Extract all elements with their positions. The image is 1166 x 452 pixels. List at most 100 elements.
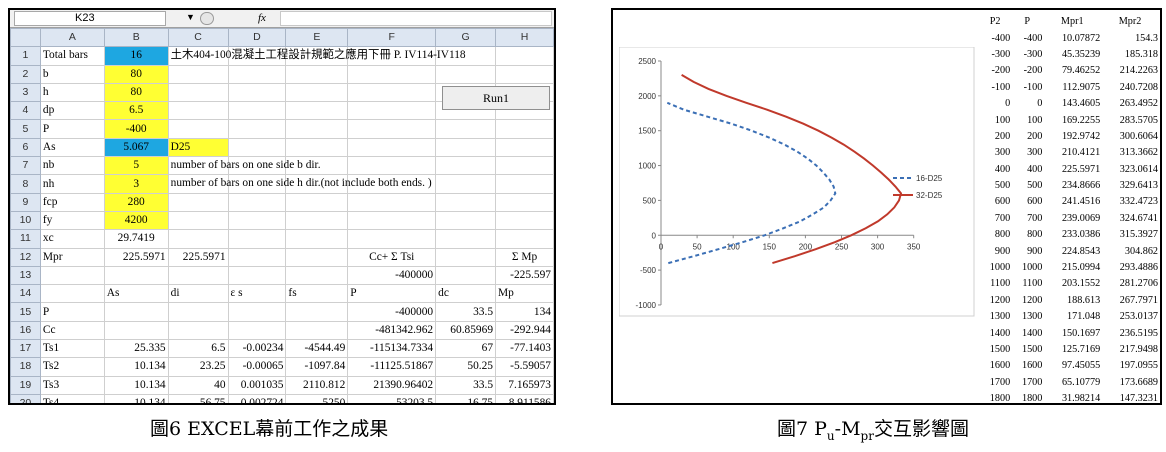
cell[interactable]: number of bars on one side h dir.(not in… <box>167 174 432 194</box>
cell[interactable]: number of bars on one side b dir. <box>167 156 321 176</box>
cell[interactable] <box>285 119 349 139</box>
cell[interactable]: 80 <box>103 82 169 103</box>
cancel-icon[interactable] <box>200 12 214 25</box>
cell[interactable] <box>285 320 349 341</box>
cell[interactable]: 33.5 <box>435 302 497 322</box>
cell[interactable]: Σ Mp <box>495 247 554 267</box>
cell[interactable]: Mpr <box>39 247 105 267</box>
row-header[interactable]: 2 <box>10 64 41 84</box>
cell[interactable]: -481342.962 <box>347 320 437 341</box>
cell[interactable]: 67 <box>435 339 497 359</box>
cell[interactable]: 10.134 <box>103 357 169 377</box>
cell[interactable] <box>167 229 229 249</box>
cell[interactable]: -1097.84 <box>285 357 349 377</box>
cell[interactable]: 6.5 <box>167 339 229 359</box>
cell[interactable]: -115134.7334 <box>347 339 437 359</box>
cell[interactable]: di <box>167 284 229 304</box>
cell[interactable]: nb <box>39 156 105 176</box>
cell[interactable]: -0.00065 <box>227 357 287 377</box>
cell[interactable] <box>285 192 349 212</box>
cell[interactable]: Mp <box>495 284 554 304</box>
cell[interactable]: fs <box>285 284 349 304</box>
cell[interactable] <box>435 64 497 84</box>
cell[interactable]: ε s <box>227 284 287 304</box>
row-header[interactable]: 5 <box>10 119 41 139</box>
cell[interactable] <box>495 137 554 158</box>
cell[interactable]: 50.25 <box>435 357 497 377</box>
cell[interactable] <box>227 82 287 103</box>
cell[interactable]: nh <box>39 174 105 194</box>
select-all-corner[interactable] <box>10 27 41 48</box>
cell[interactable] <box>285 247 349 267</box>
cell[interactable]: -400 <box>103 119 169 139</box>
cell[interactable] <box>285 101 349 121</box>
cell[interactable] <box>167 192 229 212</box>
cell[interactable] <box>285 302 349 322</box>
cell[interactable]: 10.134 <box>103 393 169 403</box>
row-header[interactable]: 16 <box>10 320 41 341</box>
cell[interactable] <box>103 265 169 286</box>
row-header[interactable]: 4 <box>10 101 41 121</box>
cell[interactable]: 21390.96402 <box>347 375 437 395</box>
cell[interactable] <box>285 137 349 158</box>
row-header[interactable]: 13 <box>10 265 41 286</box>
cell[interactable] <box>167 320 229 341</box>
cell[interactable] <box>347 101 437 121</box>
cell[interactable] <box>285 265 349 286</box>
cell[interactable] <box>495 46 554 66</box>
row-header[interactable]: 6 <box>10 137 41 158</box>
cell[interactable] <box>167 101 229 121</box>
cell[interactable] <box>285 64 349 84</box>
cell[interactable]: dp <box>39 101 105 121</box>
row-header[interactable]: 8 <box>10 174 41 194</box>
row-header[interactable]: 15 <box>10 302 41 322</box>
cell[interactable] <box>103 302 169 322</box>
cell[interactable]: Ts2 <box>39 357 105 377</box>
cell[interactable]: 6.5 <box>103 101 169 121</box>
cell[interactable] <box>227 320 287 341</box>
cell[interactable] <box>227 101 287 121</box>
cell[interactable]: dc <box>435 284 497 304</box>
column-header[interactable]: E <box>285 27 349 48</box>
cell[interactable] <box>347 192 437 212</box>
row-header[interactable]: 12 <box>10 247 41 267</box>
cell[interactable]: 2110.812 <box>285 375 349 395</box>
cell[interactable]: -400000 <box>347 265 437 286</box>
cell[interactable]: As <box>103 284 169 304</box>
cell[interactable] <box>39 265 105 286</box>
cell[interactable] <box>227 192 287 212</box>
name-box[interactable]: K23 <box>14 11 166 26</box>
cell[interactable]: -292.944 <box>495 320 554 341</box>
cell[interactable]: 5 <box>103 156 169 176</box>
cell[interactable]: 16.75 <box>435 393 497 403</box>
cell[interactable] <box>435 192 497 212</box>
cell[interactable] <box>227 265 287 286</box>
cell[interactable] <box>347 119 437 139</box>
row-header[interactable]: 19 <box>10 375 41 395</box>
cell[interactable]: 8.911586 <box>495 393 554 403</box>
cell[interactable] <box>227 229 287 249</box>
row-header[interactable]: 17 <box>10 339 41 359</box>
cell[interactable] <box>435 229 497 249</box>
cell[interactable]: 23.25 <box>167 357 229 377</box>
row-header[interactable]: 18 <box>10 357 41 377</box>
cell[interactable]: b <box>39 64 105 84</box>
cell[interactable] <box>435 265 497 286</box>
cell[interactable]: 225.5971 <box>167 247 229 267</box>
cell[interactable] <box>435 174 497 194</box>
cell[interactable]: fcp <box>39 192 105 212</box>
cell[interactable]: 3 <box>103 174 169 194</box>
cell[interactable] <box>495 229 554 249</box>
row-header[interactable]: 11 <box>10 229 41 249</box>
cell[interactable]: 土木404-100混凝土工程設計規範之應用下冊 P. IV114-IV118 <box>167 46 466 66</box>
cell[interactable] <box>435 156 497 176</box>
cell[interactable]: -0.00234 <box>227 339 287 359</box>
row-header[interactable]: 10 <box>10 210 41 231</box>
cell[interactable] <box>435 247 497 267</box>
row-header[interactable]: 7 <box>10 156 41 176</box>
cell[interactable] <box>227 302 287 322</box>
column-header[interactable]: G <box>435 27 497 48</box>
cell[interactable]: Ts4 <box>39 393 105 403</box>
cell[interactable]: 0.001035 <box>227 375 287 395</box>
cell[interactable] <box>495 119 554 139</box>
